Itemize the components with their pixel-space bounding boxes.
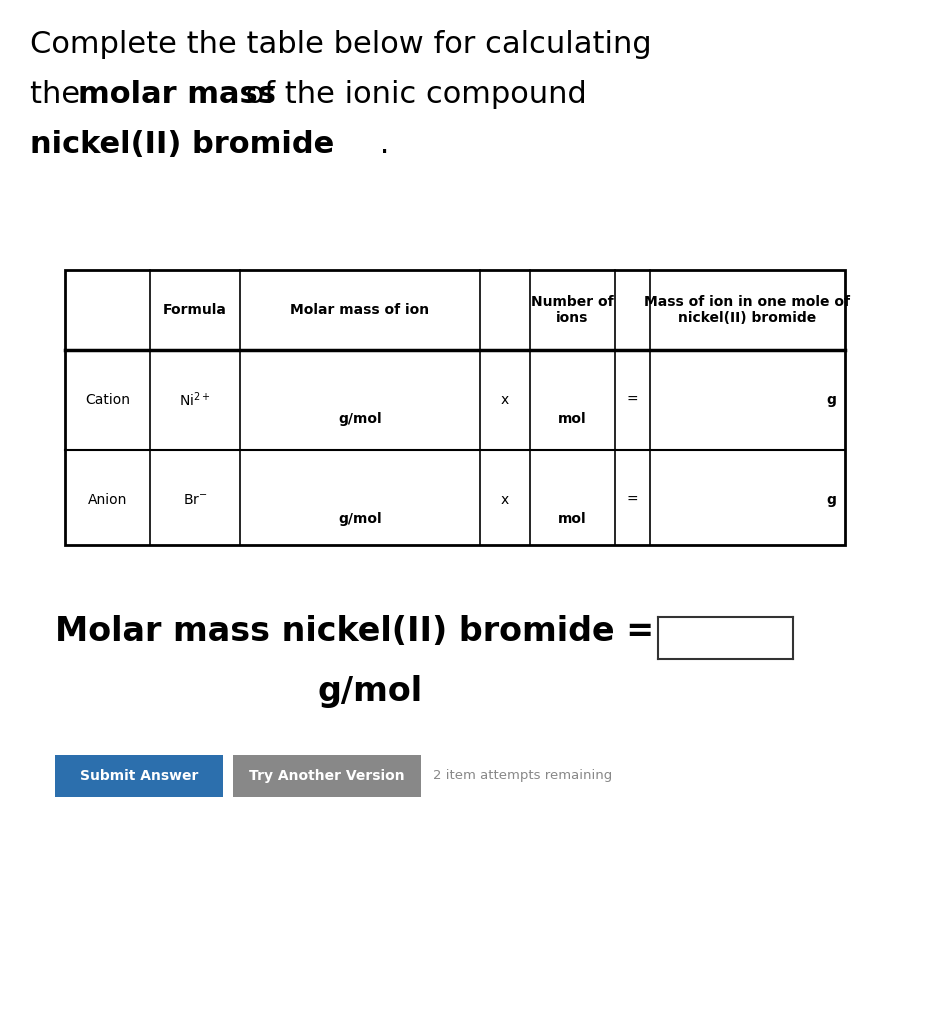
Text: molar mass: molar mass [78,80,275,109]
Text: Mass of ion in one mole of
nickel(II) bromide: Mass of ion in one mole of nickel(II) br… [644,295,849,325]
Text: Try Another Version: Try Another Version [249,769,404,783]
Text: g/mol: g/mol [337,412,381,426]
Text: x: x [501,493,509,507]
Text: Cation: Cation [85,393,130,407]
Text: Molar mass nickel(II) bromide =: Molar mass nickel(II) bromide = [55,615,654,648]
Text: of the ionic compound: of the ionic compound [235,80,586,109]
Text: Formula: Formula [163,303,227,317]
Text: mol: mol [557,512,586,526]
Text: Molar mass of ion: Molar mass of ion [290,303,429,317]
Text: x: x [501,393,509,407]
Text: g: g [825,393,835,407]
Text: =: = [626,393,638,407]
Text: .: . [370,130,389,159]
Text: nickel(II) bromide: nickel(II) bromide [30,130,334,159]
Text: Complete the table below for calculating: Complete the table below for calculating [30,30,651,59]
Text: Submit Answer: Submit Answer [80,769,198,783]
Text: mol: mol [557,412,586,426]
Text: g/mol: g/mol [317,675,422,708]
Text: =: = [626,493,638,507]
Text: Br$^{-}$: Br$^{-}$ [183,493,207,507]
Text: g/mol: g/mol [337,512,381,526]
Text: g: g [825,493,835,507]
Text: Anion: Anion [88,493,127,507]
Text: the: the [30,80,90,109]
Text: Number of
ions: Number of ions [530,295,613,325]
Text: Ni$^{2+}$: Ni$^{2+}$ [179,390,210,410]
Text: 2 item attempts remaining: 2 item attempts remaining [433,770,612,783]
